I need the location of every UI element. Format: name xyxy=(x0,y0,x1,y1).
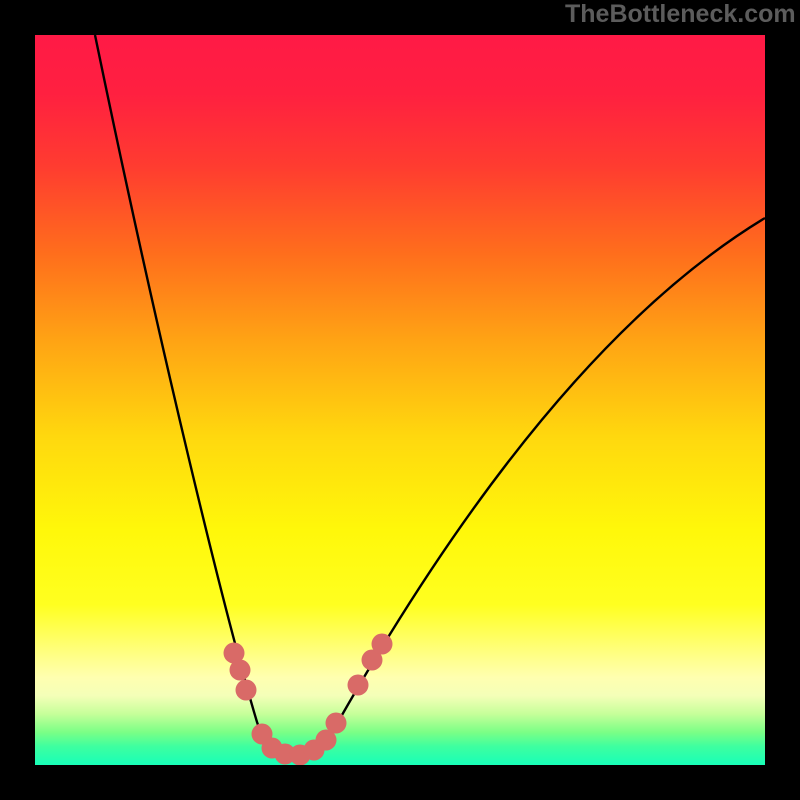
frame-border-left xyxy=(0,0,35,800)
marker-dot xyxy=(230,660,251,681)
frame-border-right xyxy=(765,0,800,800)
marker-dot xyxy=(348,675,369,696)
marker-dot xyxy=(372,634,393,655)
frame-border-bottom xyxy=(0,765,800,800)
marker-dot xyxy=(326,713,347,734)
attribution-text: TheBottleneck.com xyxy=(565,0,796,29)
marker-dot xyxy=(236,680,257,701)
bottleneck-chart xyxy=(0,0,800,800)
gradient-background xyxy=(35,35,765,765)
